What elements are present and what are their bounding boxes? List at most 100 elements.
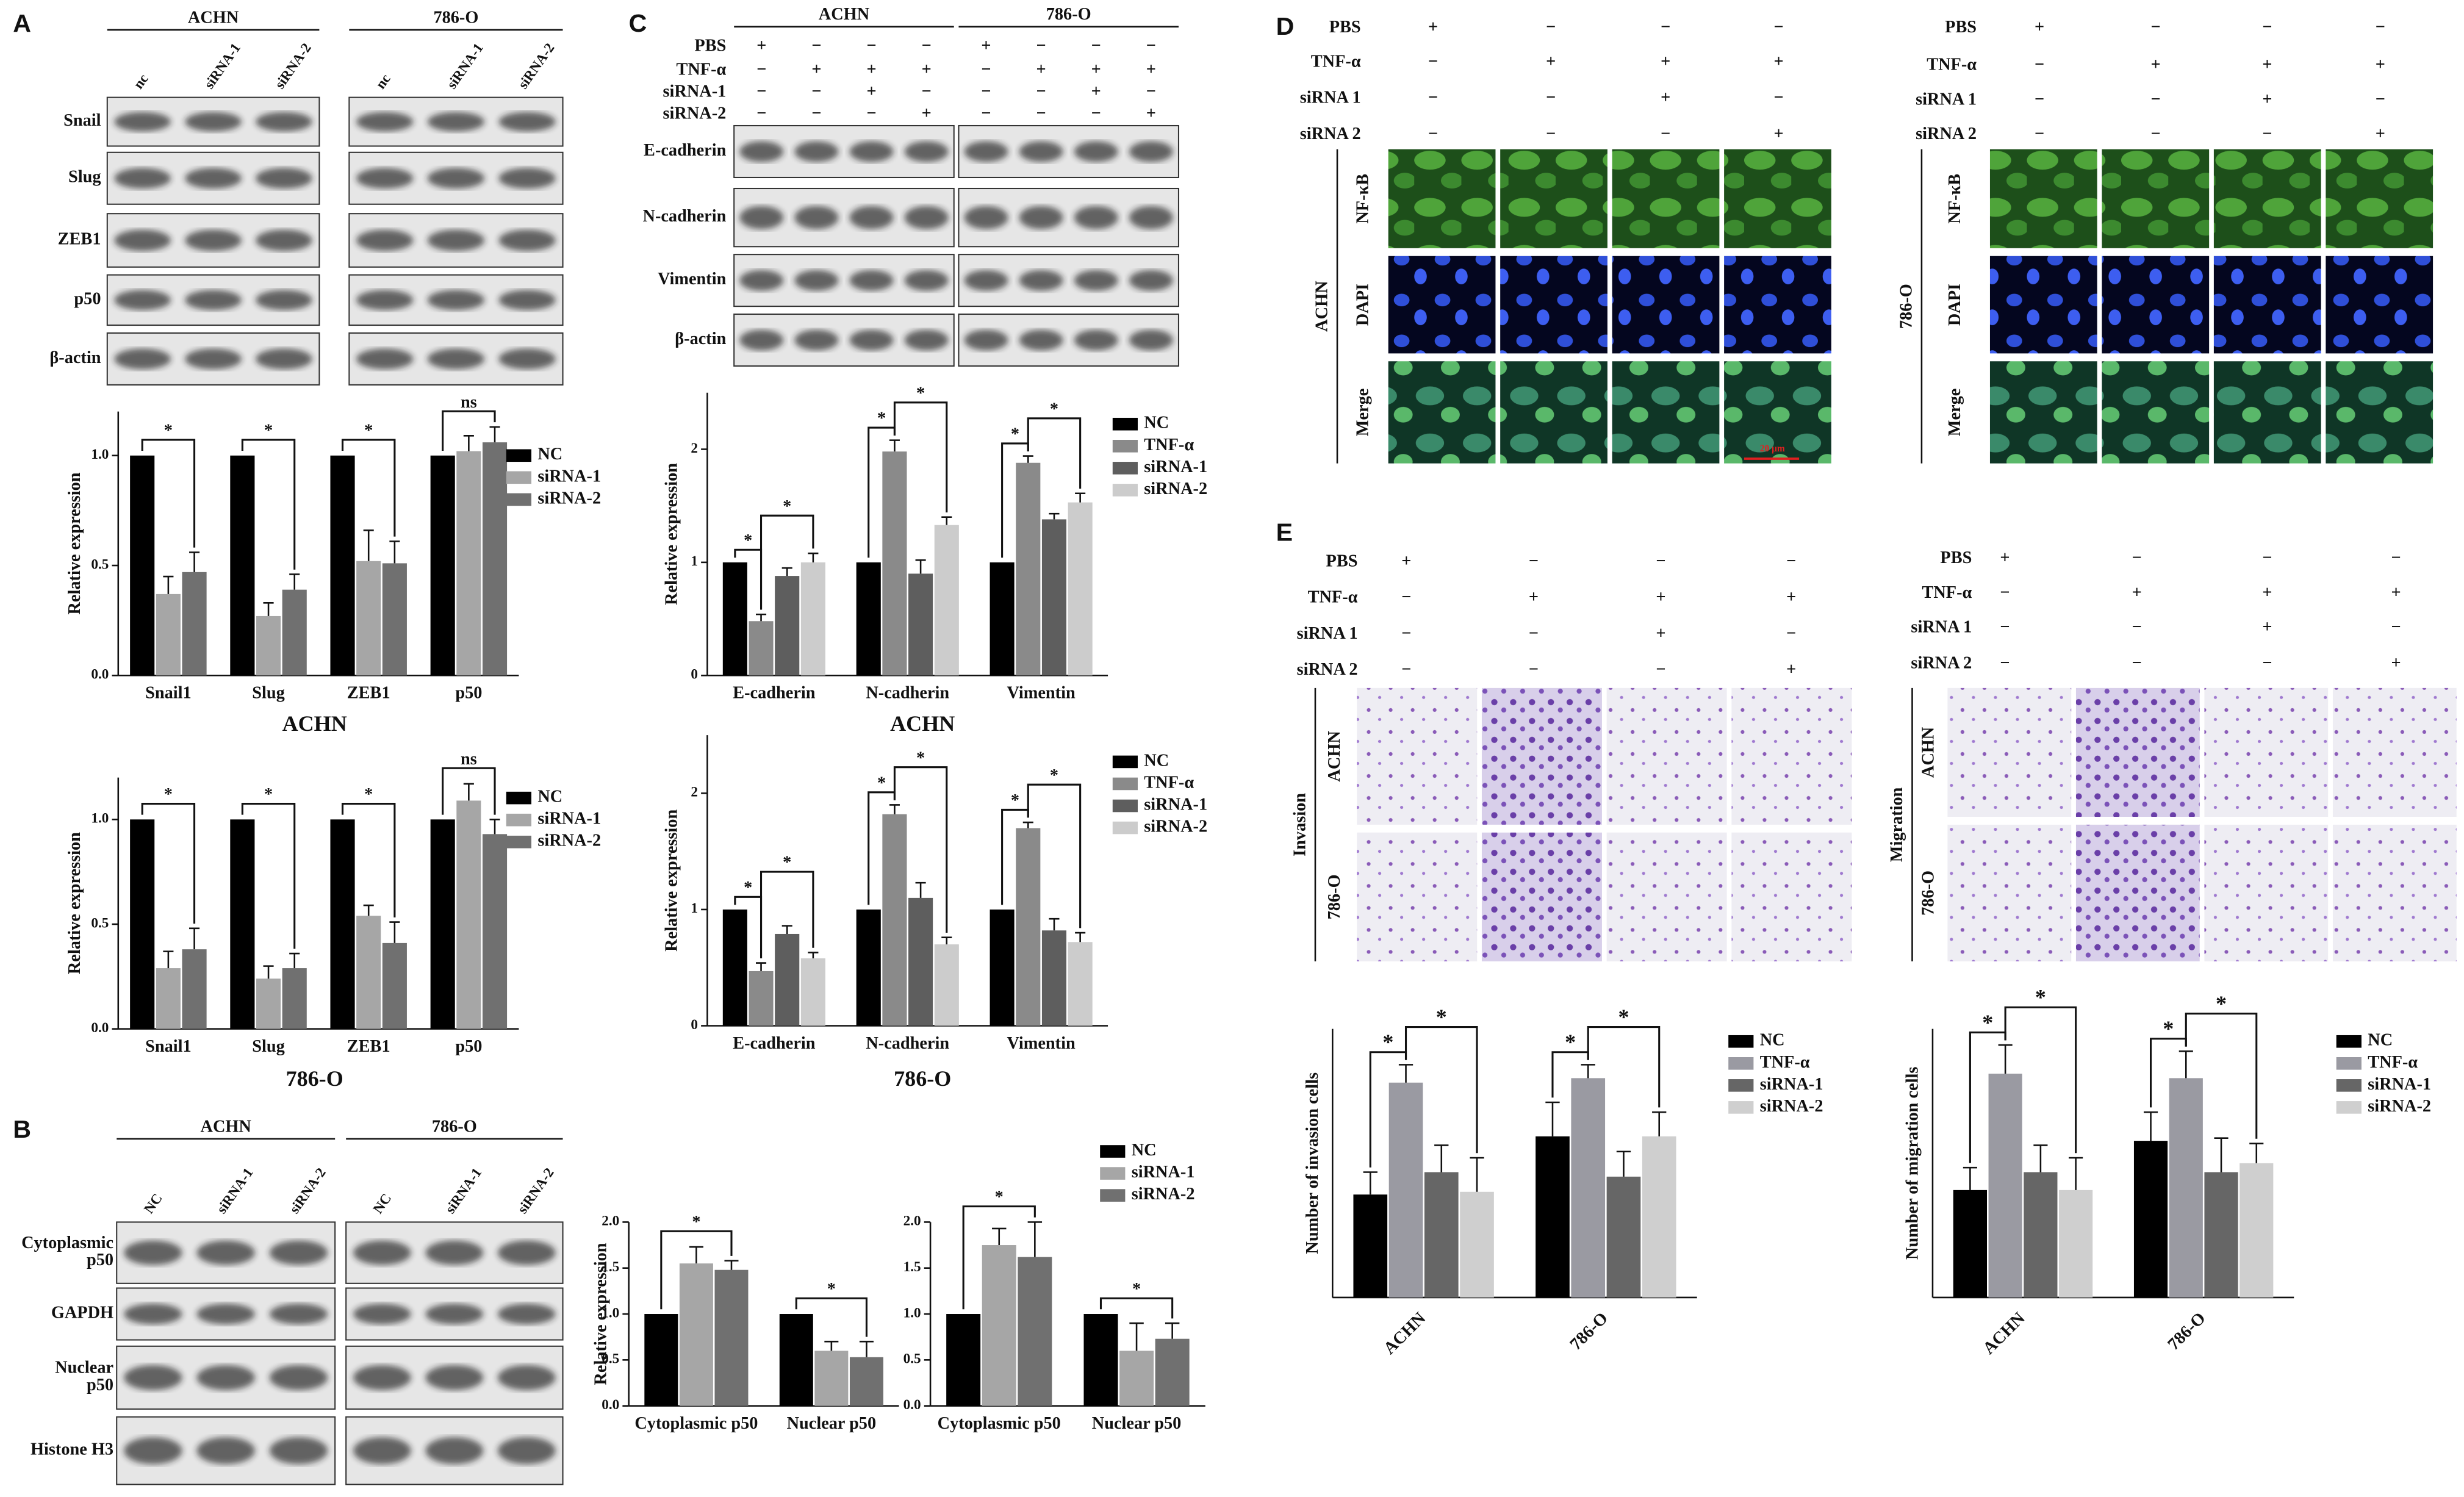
blot-band <box>124 1240 182 1265</box>
significance-bracket <box>141 803 196 924</box>
blot-band <box>196 1304 255 1325</box>
blot-band <box>498 112 556 132</box>
treatment-sign: + <box>2035 18 2044 37</box>
treatment-sign: + <box>1036 60 1046 79</box>
treatment-sign: − <box>811 37 821 56</box>
treatment-sign: + <box>1091 60 1101 79</box>
treatment-sign: − <box>2262 124 2272 143</box>
significance-label: * <box>264 422 273 440</box>
blot-band <box>425 1304 484 1325</box>
error-bar <box>1652 1111 1667 1136</box>
treatment-label: TNF-α <box>1922 583 1972 602</box>
bar <box>714 1269 749 1406</box>
error-bar <box>1049 917 1060 931</box>
y-tick-label: 1.0 <box>903 1305 921 1321</box>
y-tick-label: 0.5 <box>602 1351 619 1367</box>
error-bar <box>1075 932 1086 942</box>
x-axis-title: ACHN <box>890 711 955 736</box>
error-bar <box>389 540 400 564</box>
y-axis-title: Relative expression <box>591 1243 610 1385</box>
treatment-sign: − <box>1036 37 1046 56</box>
y-tick-label: 0 <box>691 667 698 683</box>
error-bar <box>489 819 500 835</box>
significance-label: * <box>2216 991 2227 1016</box>
treatment-sign: + <box>2262 583 2272 602</box>
micrograph <box>1481 687 1602 825</box>
treatment-sign: + <box>1774 52 1784 71</box>
blot-band <box>196 1240 255 1265</box>
bar <box>2024 1172 2058 1298</box>
treatment-sign: − <box>1774 88 1784 107</box>
legend-label: siRNA-2 <box>1760 1097 1823 1116</box>
error-bar <box>824 1340 839 1351</box>
y-axis-title: Relative expression <box>65 472 84 614</box>
significance-label: * <box>1565 1030 1576 1054</box>
treatment-sign: − <box>2132 548 2142 567</box>
row-label: N-cadherin <box>642 207 726 226</box>
legend-swatch <box>2336 1035 2362 1048</box>
error-bar <box>859 1340 874 1357</box>
bar <box>990 909 1015 1026</box>
treatment-sign: − <box>1786 551 1796 570</box>
y-tick-label: 2 <box>691 784 698 800</box>
group-title: ACHN <box>819 5 870 24</box>
blot-band <box>356 229 414 251</box>
bar <box>934 944 959 1026</box>
legend-label: TNF-α <box>1144 773 1194 792</box>
error-bar <box>1616 1151 1631 1177</box>
treatment-sign: − <box>2262 18 2272 37</box>
blot-band <box>1074 141 1118 162</box>
blot-band <box>185 290 242 311</box>
treatment-sign: + <box>811 60 821 79</box>
bar <box>1041 930 1067 1026</box>
y-axis-title: Relative expression <box>662 810 681 952</box>
legend-swatch <box>1728 1057 1754 1070</box>
blot-band <box>739 329 784 351</box>
blot-band <box>196 1437 255 1465</box>
treatment-sign: + <box>1656 588 1665 607</box>
significance-label: * <box>1982 1010 1993 1035</box>
blot-band <box>964 141 1008 162</box>
legend-swatch <box>1112 777 1138 791</box>
significance-label: * <box>364 785 373 804</box>
micrograph <box>2326 361 2433 464</box>
error-bar <box>756 962 767 971</box>
bar <box>2169 1078 2203 1298</box>
treatment-label: siRNA 2 <box>1916 124 1977 143</box>
y-tick-label: 0.0 <box>602 1397 619 1413</box>
blot-band <box>269 1437 328 1465</box>
blot-band <box>196 1365 255 1390</box>
significance-bracket <box>1027 417 1082 489</box>
significance-label: * <box>995 1188 1004 1207</box>
micrograph <box>2102 149 2210 248</box>
legend-swatch <box>1100 1145 1126 1158</box>
row-label: β-actin <box>675 329 726 348</box>
legend-label: siRNA-2 <box>1144 817 1207 836</box>
error-bar <box>189 927 200 950</box>
bar <box>282 968 307 1029</box>
treatment-sign: + <box>1656 624 1665 643</box>
micrograph <box>1357 832 1478 961</box>
significance-bracket <box>341 803 396 917</box>
micrograph <box>1357 687 1478 825</box>
error-bar <box>889 804 900 814</box>
y-tick-label: 2 <box>691 440 698 456</box>
treatment-sign: + <box>1401 551 1411 570</box>
scale-bar-label: 20 μm <box>1760 443 1785 454</box>
lane-label: siRNA-1 <box>201 40 244 92</box>
micrograph <box>2213 361 2321 464</box>
blot-band <box>425 1365 484 1390</box>
error-bar <box>1398 1064 1413 1083</box>
bar <box>2240 1163 2274 1298</box>
blot-band <box>498 290 556 311</box>
blot-band <box>256 112 312 132</box>
treatment-sign: − <box>2035 56 2044 74</box>
blot-band <box>256 290 312 311</box>
bar <box>456 451 481 676</box>
blot-band <box>124 1365 182 1390</box>
significance-label: * <box>877 774 886 792</box>
error-bar <box>1434 1144 1449 1172</box>
micrograph <box>1989 361 2097 464</box>
image-row-label: NF-κB <box>1945 174 1964 224</box>
